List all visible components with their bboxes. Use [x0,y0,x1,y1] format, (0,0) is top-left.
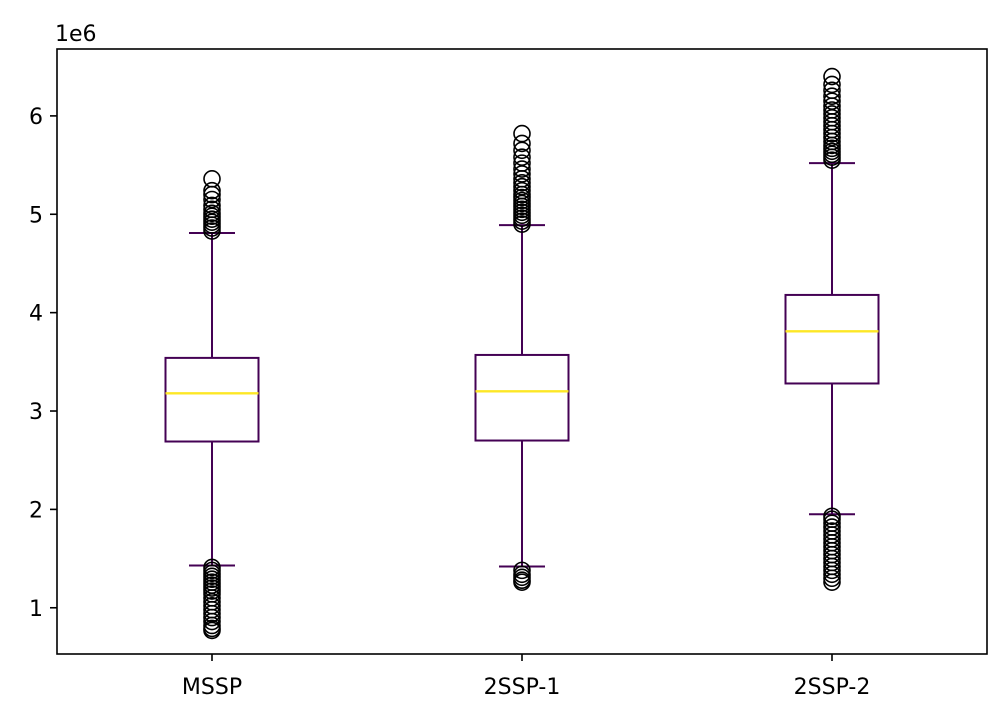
x-axis: MSSP 2SSP-1 2SSP-2 [182,654,870,700]
box-group-2 [784,67,880,591]
outlier-point [203,608,221,627]
outlier-point [203,181,221,200]
outlier-point [513,160,531,178]
outlier-point [203,621,221,640]
outlier-point [823,101,841,119]
outlier-point [203,612,221,631]
outlier-point [513,561,531,580]
outlier-point [513,154,531,172]
outlier-point [823,573,841,591]
outlier-point [513,573,531,591]
plot-frame [56,48,988,655]
y-tick-label: 6 [29,105,43,130]
outlier-point [823,81,841,100]
y-axis-offset-label: 1e6 [55,22,97,47]
y-tick-label: 1 [29,597,43,622]
y-tick-label: 2 [29,498,43,523]
y-axis: 1 2 3 4 5 6 [29,105,57,622]
outlier-point [203,204,221,223]
iqr-box [474,353,570,442]
x-tick-label: 2SSP-2 [794,675,871,700]
y-tick-label: 5 [29,203,43,228]
outlier-point [513,124,531,143]
iqr-box [784,293,880,385]
outlier-point [513,173,531,192]
outlier-point [513,134,531,153]
x-tick-label: 2SSP-1 [484,675,561,700]
outlier-point [513,177,531,196]
outlier-point [513,148,531,167]
outlier-point [203,190,221,209]
iqr-box [164,356,260,443]
box-group-0 [164,170,260,640]
box-group-1 [474,124,570,591]
outlier-point [823,67,841,86]
outlier-point [823,569,841,588]
outlier-point [823,561,841,580]
outlier-point [203,196,221,215]
outlier-point [823,75,841,94]
y-tick-label: 4 [29,302,43,327]
x-tick-label: MSSP [182,675,242,700]
y-tick-label: 3 [29,400,43,425]
outlier-point [823,105,841,123]
outlier-point [823,565,841,584]
outlier-point [203,170,221,188]
box-marks [164,67,880,640]
outlier-point [823,87,841,106]
outlier-point [203,200,221,219]
